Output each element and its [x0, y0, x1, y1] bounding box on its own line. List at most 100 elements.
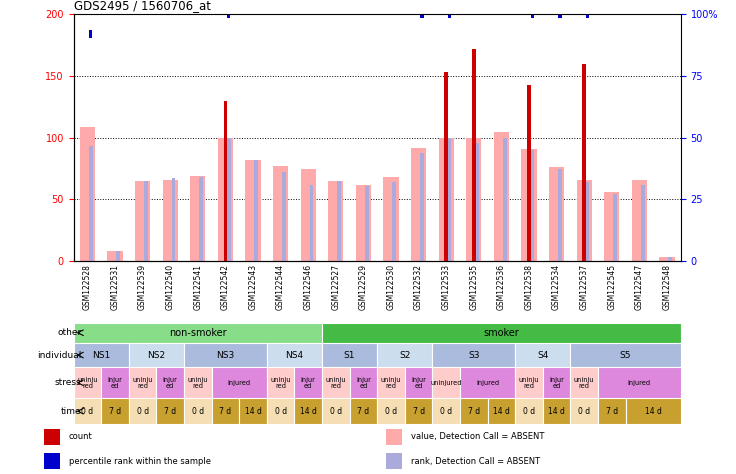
Text: injur
ed: injur ed: [301, 377, 316, 389]
Bar: [322, 323, 681, 343]
Text: uninju
red: uninju red: [77, 377, 98, 389]
Bar: [227, 138, 230, 261]
Text: non-smoker: non-smoker: [169, 328, 227, 338]
Bar: [163, 180, 178, 261]
Text: 0 d: 0 d: [523, 407, 535, 416]
Bar: [144, 181, 148, 261]
Text: time: time: [60, 407, 81, 416]
Bar: [576, 180, 592, 261]
Bar: [102, 398, 129, 424]
Bar: [570, 367, 598, 398]
Text: injur
ed: injur ed: [549, 377, 564, 389]
Bar: [337, 181, 341, 261]
Bar: [184, 367, 212, 398]
Text: S4: S4: [537, 351, 548, 359]
Bar: [266, 343, 322, 367]
Text: individual: individual: [37, 351, 81, 359]
Text: S1: S1: [344, 351, 355, 359]
Bar: [322, 367, 350, 398]
Text: S5: S5: [620, 351, 631, 359]
Text: injured: injured: [628, 380, 651, 386]
Text: injured: injured: [227, 380, 251, 386]
Bar: [294, 367, 322, 398]
Bar: [598, 367, 681, 398]
Bar: [668, 257, 672, 261]
Text: injur
ed: injur ed: [107, 377, 122, 389]
Bar: [543, 398, 570, 424]
Bar: [521, 149, 537, 261]
Bar: [558, 10, 562, 18]
Bar: [227, 10, 230, 18]
Bar: [411, 147, 426, 261]
Bar: [129, 367, 156, 398]
Bar: [212, 367, 266, 398]
Bar: [475, 143, 479, 261]
Bar: [460, 367, 515, 398]
Bar: [116, 251, 120, 261]
Bar: [328, 181, 344, 261]
Bar: [392, 182, 396, 261]
Text: S2: S2: [399, 351, 411, 359]
Text: uninju
red: uninju red: [381, 377, 401, 389]
Bar: [494, 131, 509, 261]
Text: 0 d: 0 d: [578, 407, 590, 416]
Text: uninju
red: uninju red: [519, 377, 539, 389]
Bar: [135, 181, 150, 261]
Bar: [79, 127, 95, 261]
Bar: [378, 367, 405, 398]
Bar: [378, 343, 433, 367]
Text: 14 d: 14 d: [548, 407, 565, 416]
Bar: [378, 398, 405, 424]
Bar: [129, 343, 184, 367]
Text: uninju
red: uninju red: [270, 377, 291, 389]
Bar: [184, 343, 266, 367]
Bar: [475, 0, 479, 3]
Bar: [531, 150, 534, 261]
Bar: [266, 367, 294, 398]
Text: injured: injured: [476, 380, 499, 386]
Bar: [224, 100, 227, 261]
Bar: [641, 184, 645, 261]
Bar: [432, 343, 515, 367]
Bar: [102, 367, 129, 398]
Bar: [190, 176, 205, 261]
Bar: [503, 138, 506, 261]
Bar: [74, 343, 129, 367]
Text: NS3: NS3: [216, 351, 235, 359]
Text: 0 d: 0 d: [440, 407, 452, 416]
Text: 14 d: 14 d: [493, 407, 510, 416]
Text: GDS2495 / 1560706_at: GDS2495 / 1560706_at: [74, 0, 210, 12]
Text: NS4: NS4: [286, 351, 303, 359]
Bar: [598, 398, 626, 424]
Bar: [245, 160, 261, 261]
Bar: [386, 429, 403, 445]
Text: S3: S3: [468, 351, 480, 359]
Text: 7 d: 7 d: [219, 407, 231, 416]
Bar: [255, 160, 258, 261]
Bar: [460, 398, 487, 424]
Bar: [74, 323, 322, 343]
Bar: [44, 453, 60, 469]
Bar: [570, 343, 681, 367]
Text: 14 d: 14 d: [645, 407, 662, 416]
Text: 7 d: 7 d: [468, 407, 480, 416]
Bar: [199, 177, 203, 261]
Bar: [171, 178, 175, 261]
Bar: [218, 138, 233, 261]
Bar: [447, 10, 451, 18]
Bar: [350, 367, 378, 398]
Text: 0 d: 0 d: [330, 407, 342, 416]
Bar: [445, 72, 448, 261]
Bar: [439, 138, 454, 261]
Text: other: other: [57, 328, 81, 337]
Bar: [239, 398, 266, 424]
Bar: [300, 169, 316, 261]
Bar: [74, 367, 102, 398]
Text: 0 d: 0 d: [192, 407, 204, 416]
Bar: [472, 49, 475, 261]
Bar: [515, 367, 543, 398]
Text: percentile rank within the sample: percentile rank within the sample: [68, 456, 210, 465]
Text: 0 d: 0 d: [82, 407, 93, 416]
Bar: [74, 398, 102, 424]
Bar: [570, 398, 598, 424]
